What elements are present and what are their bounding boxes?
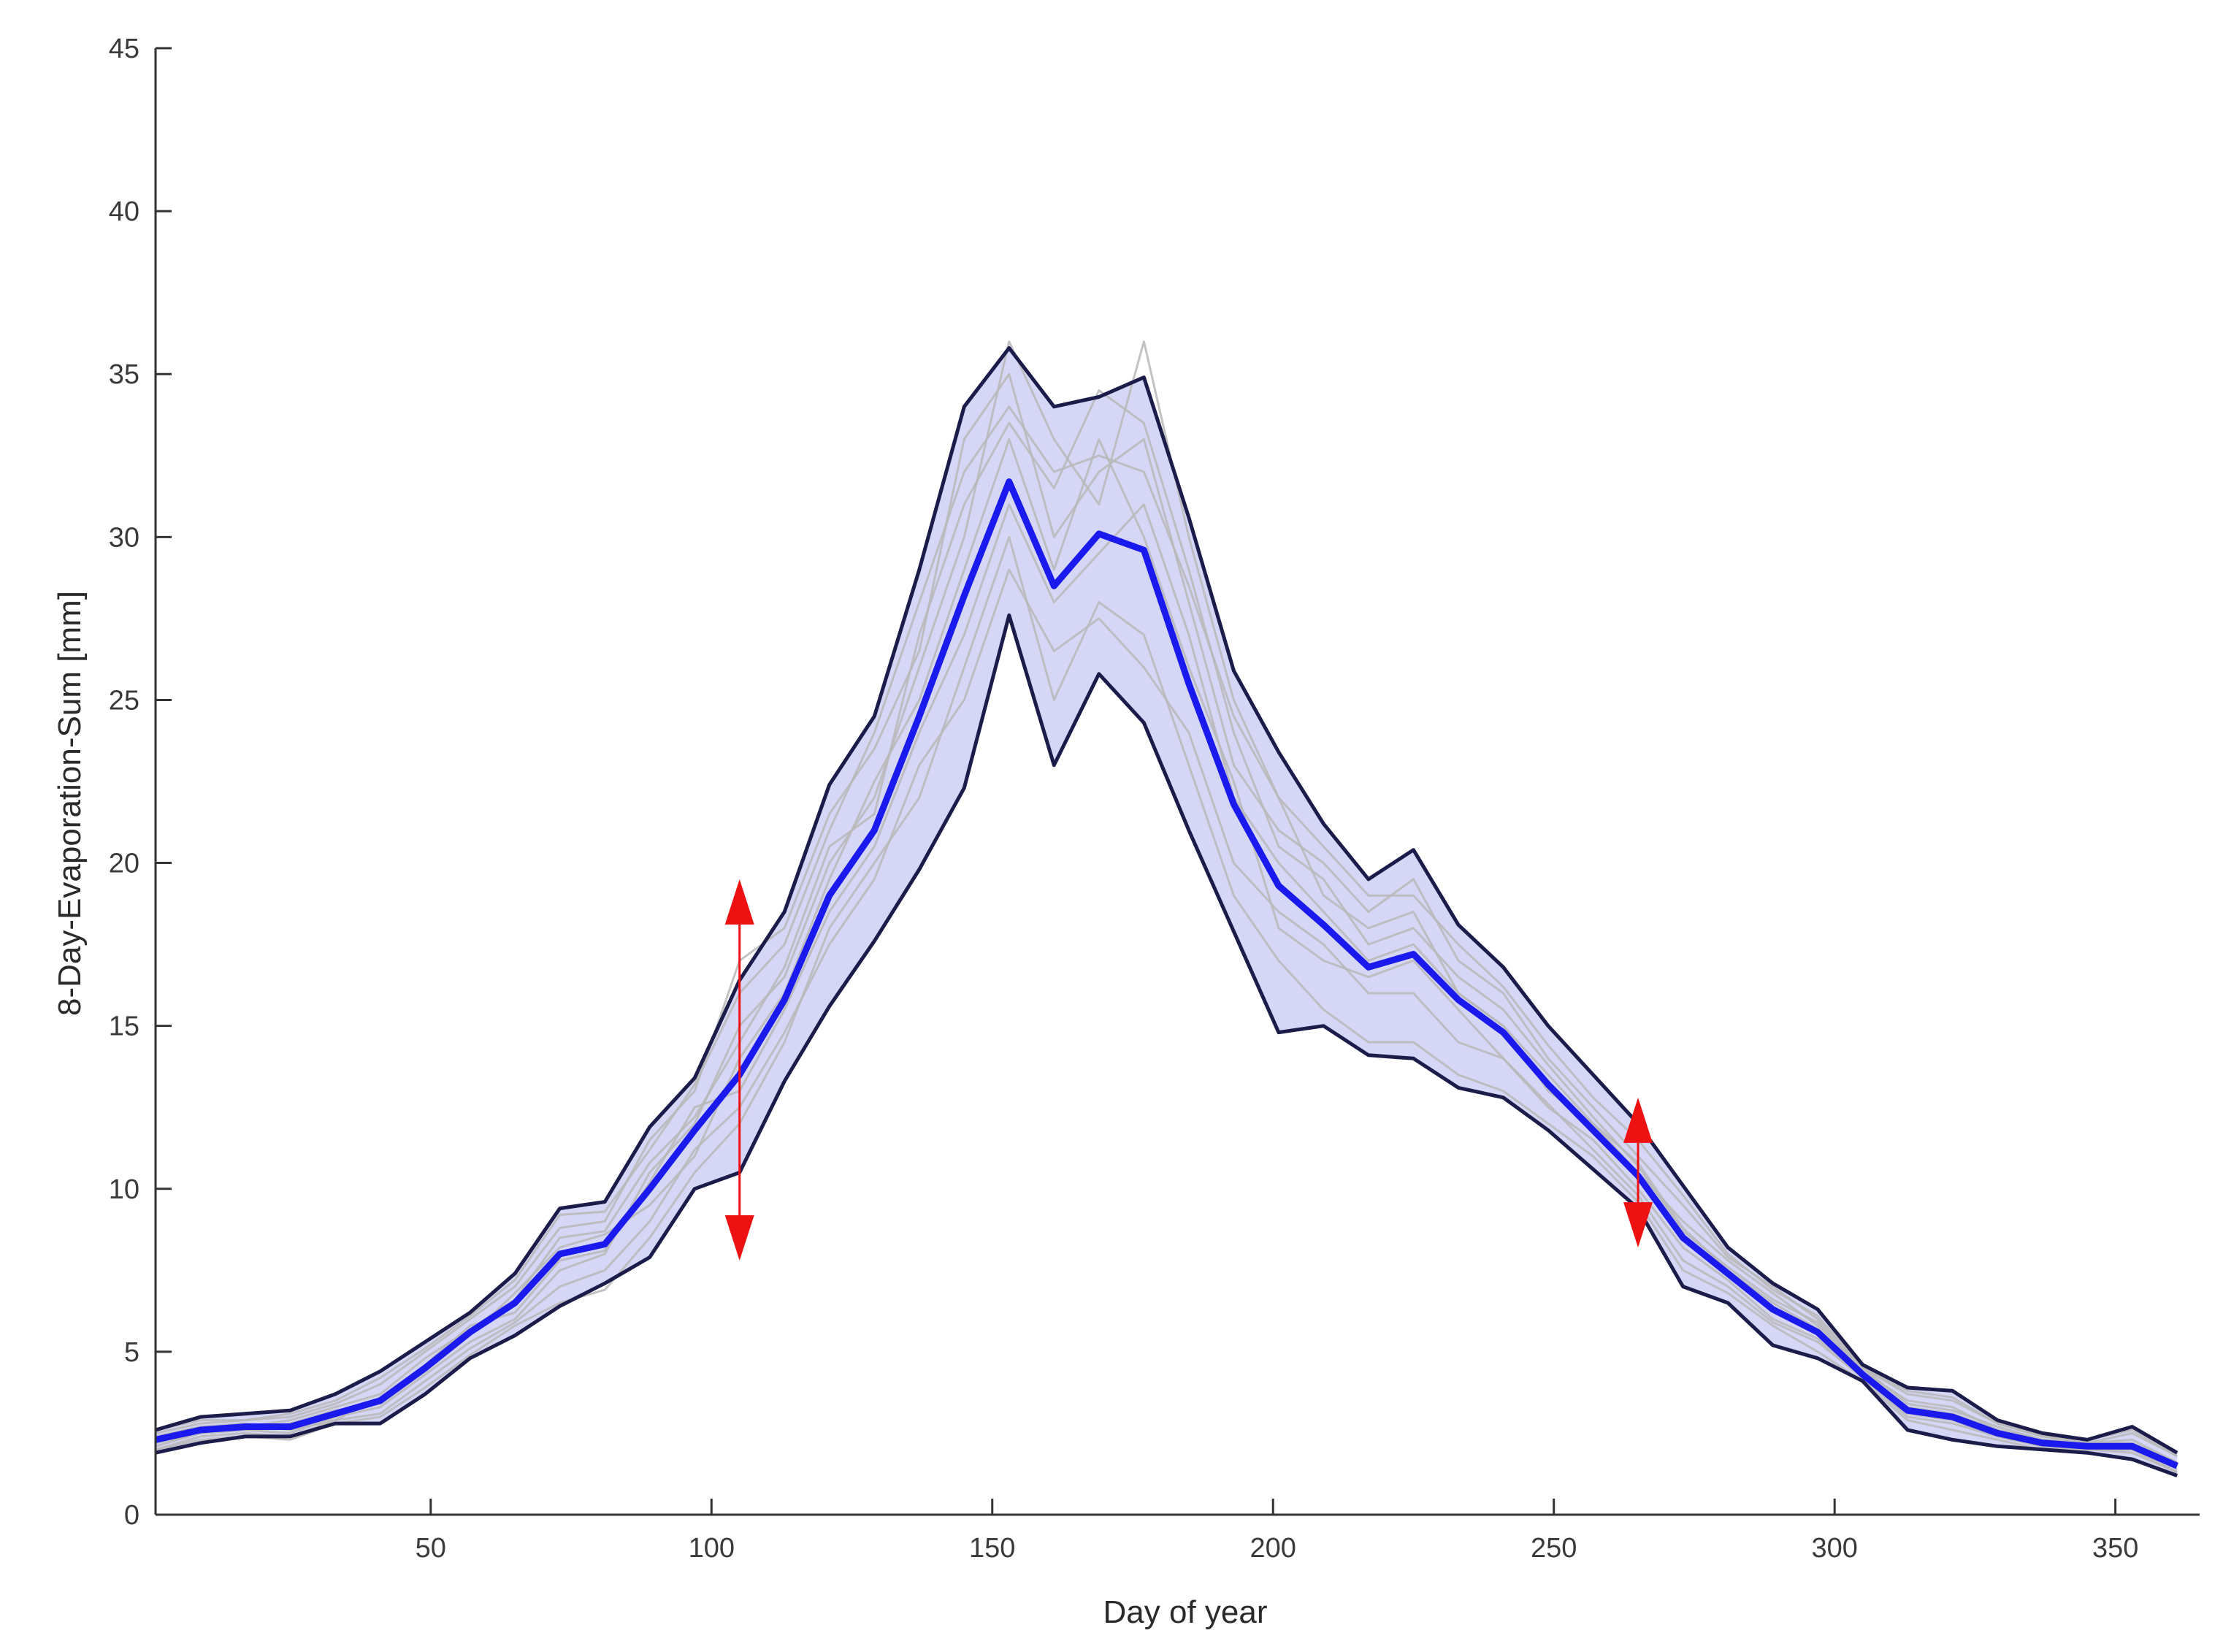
- x-tick-label: 100: [689, 1533, 735, 1564]
- x-axis-title: Day of year: [1103, 1594, 1268, 1630]
- arrow-head-down: [1623, 1202, 1653, 1248]
- annotation-layer: [724, 879, 1653, 1261]
- y-tick-label: 0: [124, 1500, 139, 1531]
- arrow-head-up: [1623, 1097, 1653, 1143]
- arrow-head-up: [724, 879, 754, 925]
- lower-bound-line: [155, 613, 2178, 1477]
- y-tick-label: 20: [109, 849, 139, 879]
- x-tick-label: 250: [1531, 1533, 1577, 1564]
- y-tick-label: 35: [109, 359, 139, 390]
- y-tick-label: 25: [109, 685, 139, 716]
- double-arrow-1: [724, 879, 754, 1261]
- y-axis-title: 8-Day-Evaporation-Sum [mm]: [52, 591, 88, 1016]
- arrow-head-down: [724, 1215, 754, 1261]
- year-line-8: [155, 405, 2178, 1457]
- year-line-7: [155, 568, 2178, 1474]
- upper-bound-line: [155, 346, 2178, 1455]
- bound-lines-layer: [155, 346, 2178, 1477]
- x-tick-label: 200: [1250, 1533, 1296, 1564]
- x-tick-label: 150: [969, 1533, 1015, 1564]
- mean-line-layer: [155, 478, 2178, 1469]
- double-arrow-2: [1623, 1097, 1653, 1248]
- y-tick-label: 5: [124, 1337, 139, 1368]
- y-tick-label: 15: [109, 1012, 139, 1042]
- y-tick-label: 45: [109, 34, 139, 64]
- x-tick-label: 50: [416, 1533, 446, 1564]
- x-tick-label: 300: [1811, 1533, 1857, 1564]
- x-tick-label: 350: [2092, 1533, 2138, 1564]
- mean-line: [155, 478, 2178, 1469]
- y-tick-label: 30: [109, 522, 139, 553]
- y-tick-label: 40: [109, 196, 139, 227]
- axes-layer: 0 5 10 15 20 25 30 35 40 45 50 100 150 200 250 300 350: [109, 34, 2200, 1564]
- y-tick-label: 10: [109, 1174, 139, 1205]
